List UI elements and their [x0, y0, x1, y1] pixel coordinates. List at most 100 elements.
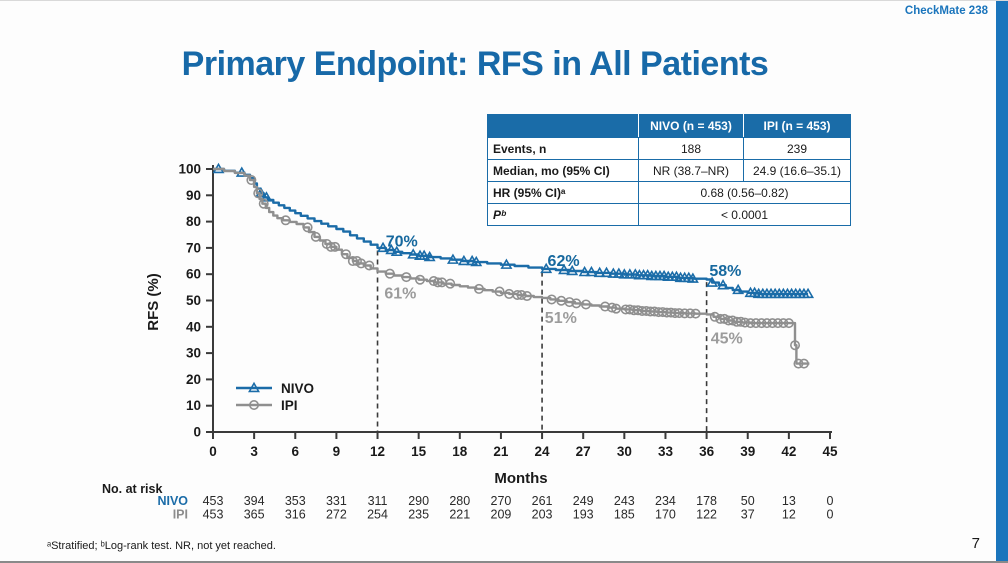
- censor-circle-marker: [310, 231, 321, 242]
- x-tick-label: 15: [411, 444, 427, 459]
- censor-circle-marker: [521, 291, 532, 302]
- censor-triangle-marker: [717, 279, 730, 290]
- censor-circle-marker: [473, 283, 484, 294]
- censor-circle-marker: [302, 222, 313, 233]
- y-tick-label: 90: [186, 188, 201, 203]
- censor-circle-marker: [745, 318, 756, 329]
- risk-value: 203: [532, 508, 553, 522]
- censor-circle-marker: [280, 215, 291, 226]
- censor-triangle-marker: [566, 264, 579, 276]
- y-tick-label: 80: [186, 214, 201, 229]
- page-number: 7: [971, 535, 980, 552]
- censor-triangle-marker: [457, 254, 470, 266]
- censor-triangle-marker: [377, 241, 390, 253]
- censor-circle-marker: [384, 268, 395, 279]
- risk-value: 316: [285, 508, 306, 522]
- results-col-header: IPI (n = 453): [743, 114, 851, 138]
- censor-circle-marker: [600, 301, 611, 312]
- censor-triangle-marker: [390, 245, 403, 257]
- risk-value: 331: [326, 494, 347, 508]
- km-chart: 0 10 20 30 40 50 60 70 80 90 100 0 3 6 9 12 15 18 21 24 27 30…: [100, 141, 870, 531]
- x-tick-label: 0: [209, 444, 217, 459]
- risk-value: 170: [655, 508, 676, 522]
- censor-circle-marker: [674, 308, 685, 319]
- censor-circle-marker: [340, 249, 351, 260]
- risk-row-label-ipi: IPI: [173, 508, 188, 522]
- x-tick-label: 39: [740, 444, 755, 459]
- risk-value: 221: [449, 508, 470, 522]
- page-title: Primary Endpoint: RFS in All Patients: [181, 45, 769, 83]
- risk-value: 185: [614, 508, 635, 522]
- risk-value: 0: [827, 508, 834, 522]
- y-tick-label: 70: [186, 240, 201, 255]
- risk-value: 12: [782, 508, 796, 522]
- results-table-body: Events, n 188 239 Median, mo (95% CI) NR (38…: [487, 137, 851, 226]
- censor-circle-marker: [246, 175, 257, 186]
- landmark-annotation: 51%: [545, 310, 577, 327]
- landmark-annotation: 58%: [709, 263, 741, 280]
- censor-triangle-marker: [612, 267, 625, 278]
- y-tick-label: 0: [193, 425, 201, 440]
- x-tick-label: 24: [535, 444, 551, 459]
- censor-triangle-marker: [686, 272, 699, 283]
- censor-circle-marker: [512, 289, 523, 300]
- results-cell: 0.68 (0.56–0.82): [638, 181, 851, 204]
- risk-value: 270: [491, 494, 512, 508]
- y-tick-label: 10: [186, 398, 201, 413]
- censor-triangle-marker: [732, 283, 745, 295]
- risk-value: 394: [244, 494, 265, 508]
- censor-circle-marker: [253, 188, 264, 199]
- censor-circle-marker: [783, 318, 794, 329]
- landmark-annotation: 62%: [548, 253, 580, 270]
- results-cell: 188: [638, 137, 744, 160]
- censor-circle-marker: [767, 318, 778, 329]
- risk-value: 178: [696, 494, 717, 508]
- x-tick-label: 33: [658, 444, 674, 459]
- censor-circle-marker: [325, 241, 336, 252]
- risk-value: 311: [368, 494, 388, 508]
- censor-circle-marker: [606, 302, 617, 313]
- censor-circle-marker: [793, 358, 804, 369]
- x-tick-label: 6: [292, 444, 300, 459]
- x-tick-label: 3: [250, 444, 258, 459]
- censor-circle-marker: [432, 277, 443, 288]
- censor-circle-marker: [611, 303, 622, 314]
- censor-triangle-marker: [446, 253, 459, 264]
- risk-value: 122: [696, 508, 717, 522]
- x-axis-title: Months: [494, 470, 547, 487]
- censor-triangle-marker: [802, 287, 815, 299]
- censor-triangle-marker: [423, 250, 436, 262]
- censor-triangle-marker: [558, 263, 570, 275]
- censor-circle-marker: [494, 286, 505, 297]
- risk-value: 37: [741, 508, 755, 522]
- km-curve-nivo: [213, 167, 809, 296]
- risk-value: 261: [532, 494, 553, 508]
- y-tick-label: 30: [186, 346, 201, 361]
- censor-circle-marker: [249, 399, 260, 410]
- risk-value: 50: [741, 494, 755, 508]
- censor-circle-marker: [401, 272, 412, 283]
- y-tick-label: 50: [186, 293, 201, 308]
- censor-circle-marker: [750, 318, 761, 329]
- risk-value: 365: [244, 508, 265, 522]
- y-tick-label: 20: [186, 372, 201, 387]
- results-table: NIVO (n = 453) IPI (n = 453) Events, n 188…: [487, 114, 851, 226]
- censor-triangle-marker: [418, 249, 431, 260]
- landmark-annotation: 70%: [386, 234, 418, 251]
- censor-circle-marker: [798, 358, 809, 369]
- y-tick-label: 60: [186, 267, 201, 282]
- censor-circle-marker: [778, 318, 789, 329]
- censor-circle-marker: [364, 260, 375, 271]
- censor-triangle-marker: [540, 262, 553, 274]
- study-name: CheckMate 238: [904, 5, 988, 17]
- risk-value: 234: [655, 494, 676, 508]
- no-at-risk-title: No. at risk: [102, 482, 162, 496]
- y-tick-label: 100: [178, 162, 201, 177]
- censor-triangle-marker: [248, 381, 260, 393]
- landmark-annotation: 61%: [384, 286, 416, 303]
- censor-triangle-marker: [578, 265, 591, 277]
- risk-row-label-nivo: NIVO: [157, 494, 188, 508]
- censor-circle-marker: [756, 318, 767, 329]
- censor-circle-marker: [772, 318, 783, 329]
